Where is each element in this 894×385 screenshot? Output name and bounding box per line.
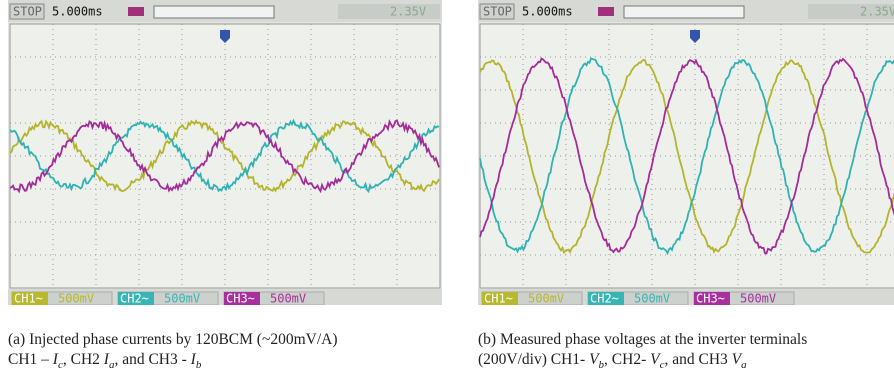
caption-text: (200V/div) CH1- (478, 351, 589, 368)
caption: (a) Injected phase currents by 120BCM (~… (8, 330, 338, 375)
symbol: V (589, 351, 598, 368)
battery (598, 7, 614, 16)
symbol: V (732, 351, 741, 368)
channel-scale: 500mV (528, 292, 564, 306)
channel-name: CH1~ (484, 292, 513, 306)
caption-text: , CH2 (63, 351, 104, 368)
channel-scale: 500mV (634, 292, 670, 306)
channel-scale: 500mV (740, 292, 776, 306)
caption-text: , and CH3 - (114, 351, 190, 368)
channel-name: CH3~ (696, 292, 725, 306)
channel-scale: 500mV (58, 292, 94, 306)
channel-scale: 500mV (270, 292, 306, 306)
caption-line: (200V/div) CH1- Vb, CH2- Vc, and CH3 Va (478, 350, 807, 375)
caption-line: (a) Injected phase currents by 120BCM (~… (8, 330, 338, 350)
trigger-level: 2.35V (390, 5, 426, 19)
trigger-level: 2.35V (860, 5, 894, 19)
caption-line: (b) Measured phase voltages at the inver… (478, 330, 807, 350)
channel-name: CH3~ (226, 292, 255, 306)
subscript: b (196, 359, 202, 371)
caption-text: , CH2- (604, 351, 650, 368)
channel-name: CH1~ (14, 292, 43, 306)
subscript: a (741, 359, 747, 371)
status: STOP (13, 5, 42, 19)
caption-text: CH1 – (8, 351, 53, 368)
channel-name: CH2~ (120, 292, 149, 306)
timebase: 5.000ms (522, 5, 573, 19)
memory-bar (154, 6, 274, 18)
battery (128, 7, 144, 16)
channel-name: CH2~ (590, 292, 619, 306)
memory-bar (624, 6, 744, 18)
caption-line: CH1 – Ic, CH2 Ia, and CH3 - Ib (8, 350, 338, 375)
channel-scale: 500mV (164, 292, 200, 306)
caption-text: , and CH3 (664, 351, 731, 368)
scope-screen: STOP 5.000ms 2.35V CH1~ 500mV CH2~ 500mV CH3~ 50… (478, 0, 894, 305)
scope-screen: STOP 5.000ms 2.35V CH1~ 500mV CH2~ 500mV CH3~ 50… (8, 0, 442, 305)
caption: (b) Measured phase voltages at the inver… (478, 330, 807, 375)
status: STOP (483, 5, 512, 19)
figure: STOP 5.000ms 2.35V CH1~ 500mV CH2~ 500mV CH3~ 50… (0, 0, 894, 385)
symbol: V (650, 351, 659, 368)
timebase: 5.000ms (52, 5, 103, 19)
